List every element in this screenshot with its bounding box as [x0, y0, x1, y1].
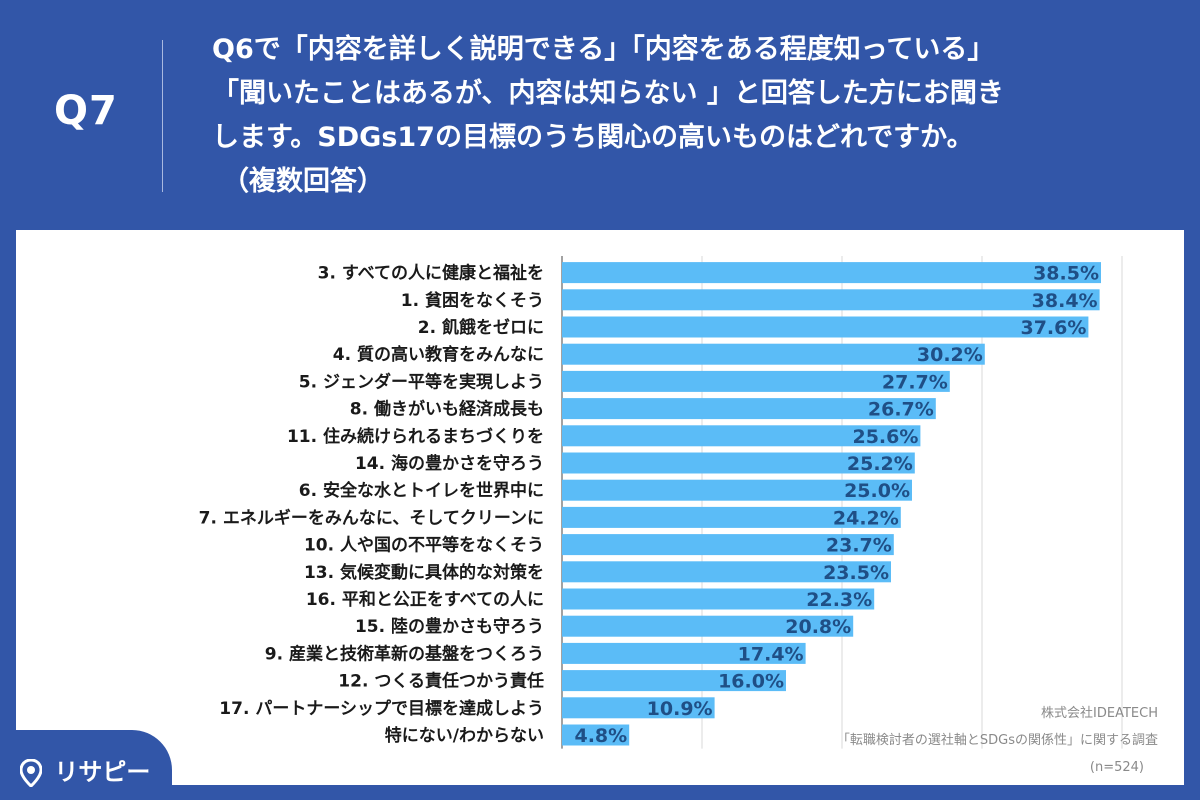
category-label: 1. 貧困をなくそう	[401, 290, 544, 311]
question-line: 「聞いたことはあるが、内容は知らない 」と回答した方にお聞き	[212, 78, 1004, 109]
category-label: 14. 海の豊かさを守ろう	[355, 453, 544, 474]
value-label: 27.7%	[882, 371, 948, 393]
bar	[562, 425, 921, 447]
value-label: 25.2%	[847, 453, 913, 475]
category-label: 2. 飢餓をゼロに	[418, 317, 544, 338]
category-label: 3. すべての人に健康と福祉を	[318, 263, 544, 284]
value-label: 38.4%	[1032, 290, 1098, 312]
category-label: 17. パートナーシップで目標を達成しよう	[219, 698, 544, 719]
logo-tab	[0, 730, 172, 800]
category-label: 9. 産業と技術革新の基盤をつくろう	[265, 643, 544, 664]
bar	[562, 370, 950, 392]
category-label: 13. 気候変動に具体的な対策を	[304, 562, 544, 583]
category-label: 10. 人や国の不平等をなくそう	[304, 535, 544, 556]
category-label: 16. 平和と公正をすべての人に	[306, 590, 544, 610]
bar	[562, 316, 1089, 338]
sample-size: (n=524)	[1089, 760, 1144, 775]
bar	[562, 506, 901, 528]
value-label: 25.0%	[844, 480, 910, 502]
value-label: 16.0%	[718, 671, 784, 693]
bar	[562, 534, 894, 556]
category-label: 8. 働きがいも経済成長も	[350, 399, 544, 420]
bar	[562, 670, 786, 692]
question-line: します。SDGs17の目標のうち関心の高いものはどれですか。	[212, 122, 974, 153]
category-label: 5. ジェンダー平等を実現しよう	[299, 371, 544, 392]
chart-panel: 3. すべての人に健康と福祉を 38.5% 1. 貧困をなくそう 38.4% 2. 飢餓…	[16, 230, 1184, 785]
question-text: Q6で「内容を詳しく説明できる」「内容をある程度知っている」 「聞いたことはある…	[212, 28, 1162, 204]
value-label: 17.4%	[738, 643, 804, 665]
bar	[562, 479, 912, 501]
category-label: 12. つくる責任つかう責任	[338, 671, 544, 692]
value-label: 20.8%	[785, 616, 851, 638]
category-label: 11. 住み続けられるまちづくりを	[287, 426, 544, 447]
category-label: 15. 陸の豊かさも守ろう	[355, 616, 544, 637]
bar	[562, 724, 630, 746]
bar	[562, 697, 715, 719]
header-divider	[162, 40, 163, 192]
location-pin-icon	[20, 759, 42, 787]
bar	[562, 398, 936, 420]
value-label: 4.8%	[574, 725, 627, 747]
category-label: 4. 質の高い教育をみんなに	[333, 344, 544, 365]
category-label: 特にない/わからない	[385, 725, 544, 746]
value-label: 30.2%	[917, 344, 983, 366]
value-label: 22.3%	[806, 589, 872, 611]
survey-title: 「転職検討者の選社軸とSDGsの関係性」に関する調査	[836, 733, 1158, 748]
bar	[562, 289, 1100, 311]
value-label: 37.6%	[1020, 317, 1086, 339]
source-note: 株式会社IDEATECH 「転職検討者の選社軸とSDGsの関係性」に関する調査 …	[698, 700, 1158, 781]
value-label: 38.5%	[1033, 263, 1099, 285]
bar	[562, 343, 985, 365]
bar	[562, 642, 806, 664]
value-label: 26.7%	[868, 399, 934, 421]
value-label: 23.7%	[826, 535, 892, 557]
bar	[562, 561, 891, 583]
bar	[562, 262, 1101, 284]
bar-chart: 3. すべての人に健康と福祉を 38.5% 1. 貧困をなくそう 38.4% 2. 飢餓…	[199, 256, 1123, 749]
question-line: （複数回答）	[222, 166, 384, 197]
logo-text: リサピー	[54, 758, 151, 786]
brand-logo: リサピー	[20, 752, 150, 787]
value-label: 24.2%	[833, 507, 899, 529]
header: Q7 Q6で「内容を詳しく説明できる」「内容をある程度知っている」 「聞いたこと…	[0, 0, 1200, 228]
category-label: 7. エネルギーをみんなに、そしてクリーンに	[199, 508, 544, 528]
value-label: 10.9%	[647, 698, 713, 720]
value-label: 23.5%	[823, 562, 889, 584]
category-label: 6. 安全な水とトイレを世界中に	[299, 480, 544, 501]
bar	[562, 452, 915, 474]
bar	[562, 588, 875, 610]
question-line: Q6で「内容を詳しく説明できる」「内容をある程度知っている」	[212, 34, 995, 65]
bar	[562, 615, 854, 637]
question-number: Q7	[54, 88, 118, 134]
value-label: 25.6%	[852, 426, 918, 448]
company-name: 株式会社IDEATECH	[1041, 706, 1158, 721]
